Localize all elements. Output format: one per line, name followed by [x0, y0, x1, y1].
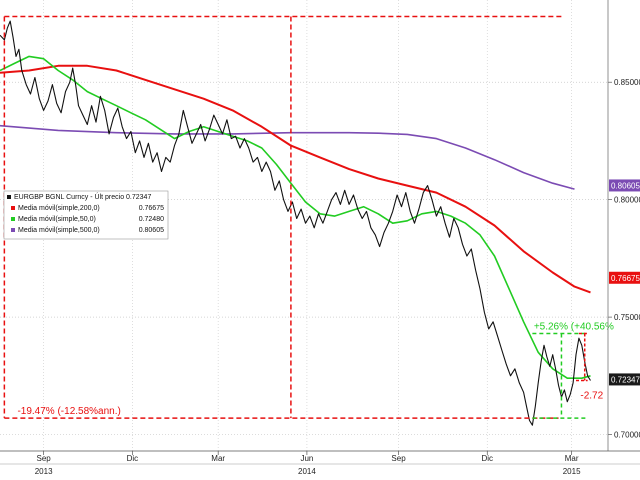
series-line-1	[0, 55, 591, 379]
x-year-label-0: 2013	[35, 467, 53, 476]
legend-value-ma500: 0.80605	[139, 227, 164, 234]
legend-swatch-price	[7, 195, 11, 199]
series-line-0	[0, 20, 591, 426]
legend-header: EURGBP BGNL Curncy - Últ precio 0.72347	[14, 192, 151, 201]
legend-value-ma200: 0.76675	[139, 205, 164, 212]
series-line-2	[0, 64, 591, 294]
x-tick-label-2: Mar	[211, 454, 225, 463]
x-year-label-1: 2014	[298, 467, 316, 476]
y-tick-label-3: 0.70000	[614, 431, 640, 440]
series-layer	[0, 20, 591, 426]
legend-label-ma50: Media móvil(simple,50,0)	[18, 216, 96, 223]
legend-label-ma200: Media móvil(simple,200,0)	[18, 205, 100, 212]
legend-swatch-ma200	[11, 206, 15, 210]
rise-annotation: +5.26% (+40.56%	[534, 322, 614, 333]
legend-label-ma500: Media móvil(simple,500,0)	[18, 227, 100, 234]
series-line-3	[0, 124, 575, 190]
x-year-label-2: 2015	[563, 467, 581, 476]
x-tick-label-3: Jun	[300, 454, 313, 463]
legend: EURGBP BGNL Curncy - Últ precio 0.72347 …	[3, 190, 169, 240]
legend-value-ma50: 0.72480	[139, 216, 164, 223]
price-tag-label-0: 0.80605	[611, 181, 640, 190]
legend-swatch-ma50	[11, 217, 15, 221]
fall-annotation: -19.47% (-12.58%ann.)	[17, 406, 120, 417]
price-tag-label-2: 0.72347	[611, 375, 640, 384]
price-tag-label-1: 0.76675	[611, 274, 640, 283]
legend-swatch-ma500	[11, 228, 15, 232]
price-tag-1	[609, 271, 640, 284]
price-tag-0	[609, 179, 640, 192]
pullback-annotation: -2.72	[580, 391, 603, 402]
x-tick-label-0: Sep	[37, 454, 52, 463]
x-tick-label-1: Dic	[127, 454, 139, 463]
x-tick-label-4: Sep	[391, 454, 406, 463]
x-tick-label-5: Dic	[481, 454, 493, 463]
price-tag-2	[609, 373, 640, 386]
x-tick-label-6: Mar	[565, 454, 579, 463]
